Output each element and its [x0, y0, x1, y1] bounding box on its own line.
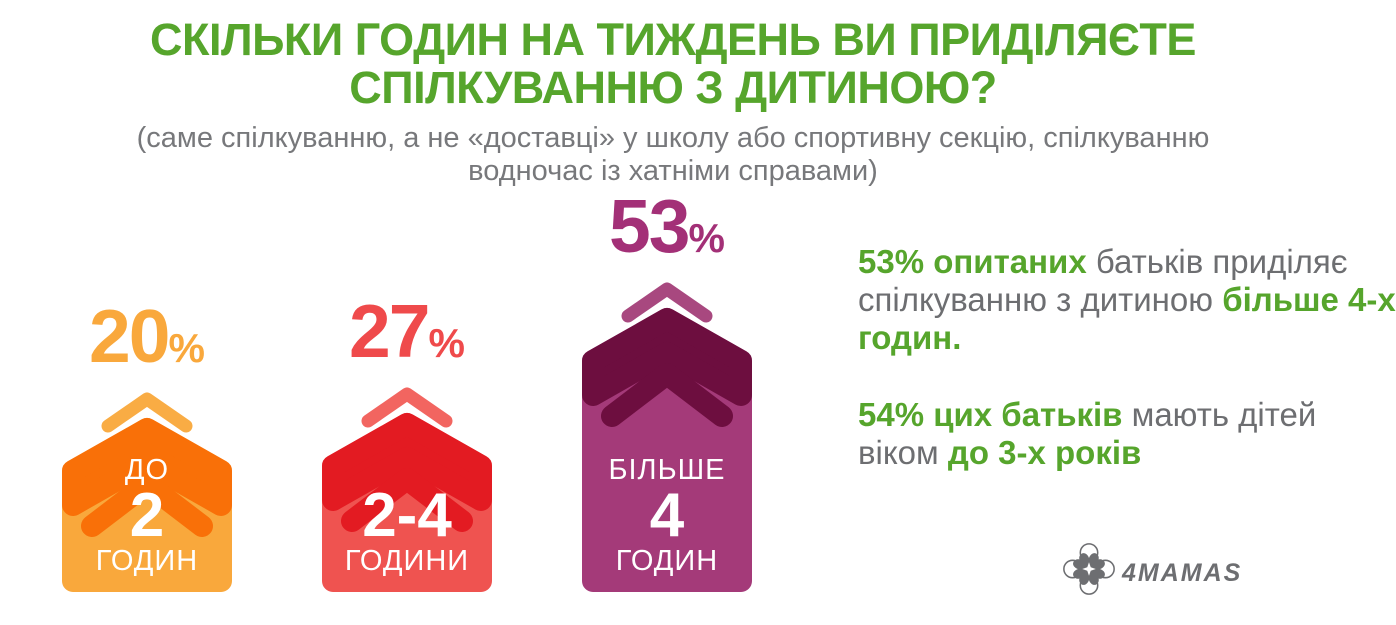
header: СКІЛЬКИ ГОДИН НА ТИЖДЕНЬ ВИ ПРИДІЛЯЄТЕ С… [40, 16, 1306, 188]
bar-2-4-hours: 27% 2-4 ГОДИНИ [322, 279, 492, 592]
fact-highlight: до 3-х років [947, 434, 1142, 471]
percent-label-zone: 53% [582, 174, 752, 264]
page-title-line1: СКІЛЬКИ ГОДИН НА ТИЖДЕНЬ ВИ ПРИДІЛЯЄТЕ [150, 14, 1196, 65]
percent-sign: % [688, 215, 725, 261]
bar-shape-icon [322, 387, 492, 592]
fact-highlight: 54% цих батьків [858, 396, 1132, 433]
fact-highlight: 53% опитаних [858, 243, 1096, 280]
percent-label: 53% [609, 189, 725, 264]
bar-caption: 2-4 ГОДИНИ [322, 481, 492, 578]
page-subtitle: (саме спілкуванню, а не «доставці» у шко… [40, 122, 1306, 188]
bar-caption: БІЛЬШЕ 4 ГОДИН [582, 454, 752, 578]
bar-caption-line: БІЛЬШЕ [608, 454, 726, 486]
page-title: СКІЛЬКИ ГОДИН НА ТИЖДЕНЬ ВИ ПРИДІЛЯЄТЕ С… [40, 16, 1306, 112]
percent-label: 27% [349, 294, 465, 369]
page-subtitle-line2: водночас із хатніми справами) [468, 155, 878, 187]
bar-caption-line: ГОДИНИ [344, 545, 470, 577]
percent-label-zone: 27% [322, 279, 492, 369]
bar-over-4-hours: 53% БІЛЬШЕ 4 ГОДИН [582, 174, 752, 592]
bar-under-2-hours: 20% ДО 2 ГОДИН [62, 284, 232, 592]
fact-highlight: більше 4-х годин. [858, 281, 1396, 356]
bar-caption-line: ГОДИН [95, 545, 199, 577]
page-title-line2: СПІЛКУВАННЮ З ДИТИНОЮ? [349, 62, 997, 113]
bar-caption-line: 4 [649, 481, 685, 550]
logo-text: 4MAMAS [1122, 558, 1243, 587]
percent-value: 53 [609, 184, 690, 268]
logo: 4MAMAS [1060, 540, 1242, 598]
bar-caption-line: ГОДИН [615, 545, 719, 577]
bar-caption-line: 2 [129, 481, 165, 550]
bar-shape-icon [582, 282, 752, 592]
percent-sign: % [428, 320, 465, 366]
percent-value: 20 [89, 294, 170, 378]
fact-text: мають дітей віком [858, 396, 1317, 471]
page-subtitle-line1: (саме спілкуванню, а не «доставці» у шко… [136, 122, 1210, 154]
fact-text: батьків приділяє спілкуванню з дитиною [858, 243, 1348, 318]
fact-children-under-3: 54% цих батьків мають дітей віком до 3-х… [858, 396, 1396, 472]
percent-label-zone: 20% [62, 284, 232, 374]
clover-flower-icon [1063, 543, 1115, 595]
bar-caption-line: ДО [124, 454, 170, 486]
percent-sign: % [168, 325, 205, 371]
percent-value: 27 [349, 289, 430, 373]
bar-caption: ДО 2 ГОДИН [62, 454, 232, 578]
bar-shape-icon [62, 392, 232, 592]
fact-over-4-hours: 53% опитаних батьків приділяє спілкуванн… [858, 243, 1396, 357]
percent-label: 20% [89, 299, 205, 374]
bar-caption-line: 2-4 [362, 481, 452, 550]
